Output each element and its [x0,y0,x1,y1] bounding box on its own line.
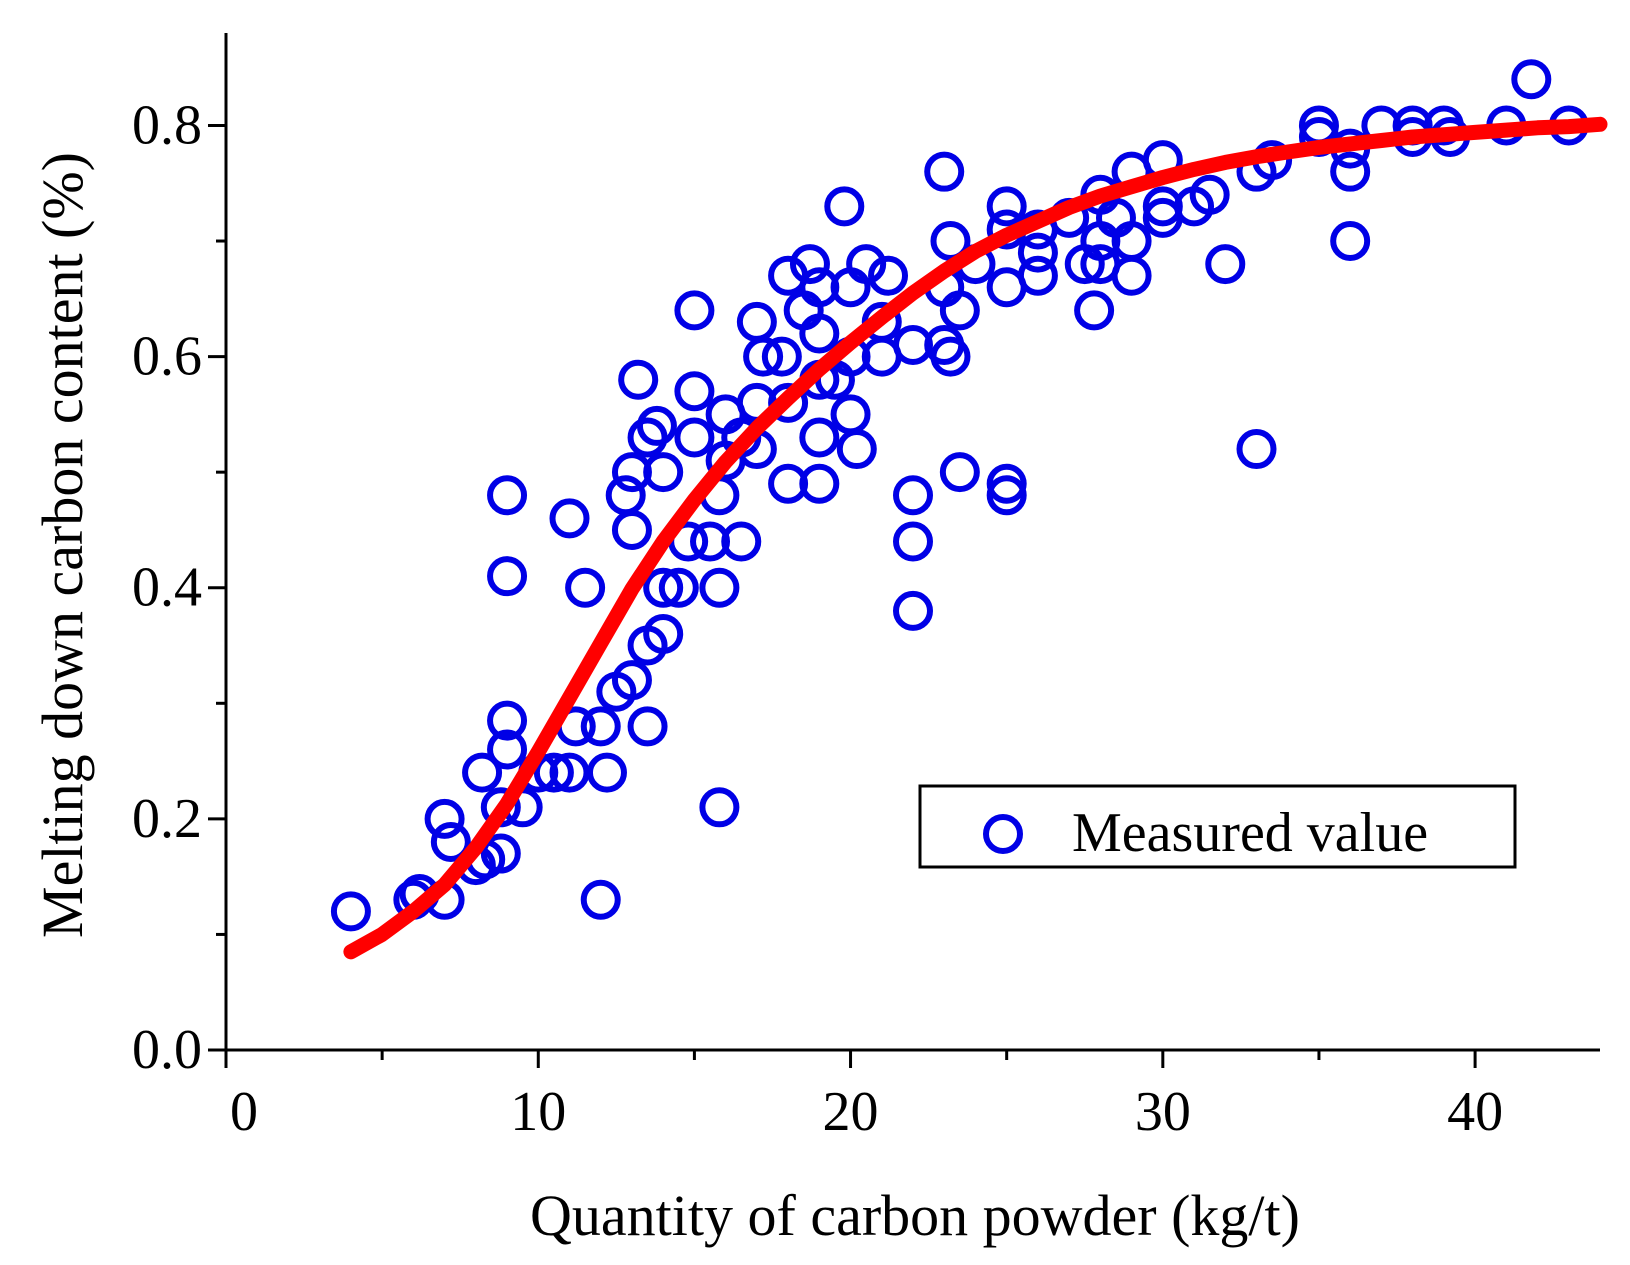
data-point [1111,255,1152,296]
x-tick-label: 0 [230,1081,258,1143]
data-point [643,567,684,608]
data-point [533,752,574,793]
data-point [893,521,933,562]
data-point [1017,232,1058,273]
data-point [430,821,471,862]
data-point [799,313,840,354]
data-point [658,567,699,608]
y-axis-ticks: 0.0 0.2 0.4 0.6 0.8 [132,94,226,1081]
data-point [549,498,590,539]
measured-points [330,59,1589,932]
data-point [643,452,684,493]
data-point [789,244,830,285]
data-point [565,567,606,608]
data-point [868,255,909,296]
data-point [1330,151,1371,192]
axes: 0 10 20 30 40 0.0 0.2 0.4 0.6 0.8 [132,33,1600,1143]
data-point [699,787,740,828]
y-tick-label: 0.0 [132,1019,202,1081]
data-point [799,463,840,504]
data-point [1017,255,1058,296]
data-point [480,833,521,874]
data-point [1205,244,1246,285]
x-tick-label: 10 [510,1081,566,1143]
data-point [487,475,528,516]
y-axis-title: Melting down carbon content (%) [30,152,95,938]
x-tick-label: 30 [1135,1081,1191,1143]
data-point [986,475,1027,516]
data-point [627,417,668,458]
data-point [580,706,621,747]
y-tick-label: 0.8 [132,94,202,156]
data-point [830,394,871,435]
data-point [986,186,1027,227]
data-point [930,221,971,262]
data-point [627,706,668,747]
data-point [1074,290,1115,331]
data-point [924,151,965,192]
x-axis-title: Quantity of carbon powder (kg/t) [530,1183,1300,1248]
data-point [768,382,809,423]
x-tick-label: 20 [823,1081,879,1143]
data-point [674,371,715,412]
data-point [330,891,371,932]
data-point [611,660,652,701]
circle-icon [983,814,1023,854]
data-point [939,452,980,493]
legend: Measured value [918,784,1517,869]
data-point [1511,59,1552,100]
data-point [636,405,677,446]
data-point [893,590,933,631]
data-point [487,700,528,741]
y-tick-label: 0.6 [132,326,202,388]
data-point [618,359,659,400]
x-axis-ticks: 0 10 20 30 40 [224,1050,1503,1143]
data-point [930,336,971,377]
data-point [699,567,740,608]
data-point [836,429,877,470]
data-point [487,729,528,770]
data-point [824,186,865,227]
y-tick-label: 0.4 [132,557,202,619]
data-point [605,475,646,516]
data-point [986,463,1027,504]
data-point [580,879,621,920]
data-point [1189,174,1230,215]
data-point [611,509,652,550]
fitted-curve-line [343,116,1608,960]
data-point [1236,429,1277,470]
data-point [721,521,762,562]
data-point [799,417,840,458]
data-point [846,244,887,285]
data-point [1330,221,1371,262]
data-point [743,336,784,377]
data-point [643,613,684,654]
data-point [893,475,933,516]
data-point [487,556,528,597]
data-point [674,417,715,458]
data-point [462,752,503,793]
x-tick-label: 40 [1447,1081,1503,1143]
data-point [761,336,802,377]
data-point [939,290,980,331]
data-point [736,301,777,342]
data-point [549,752,590,793]
y-tick-label: 0.2 [132,788,202,850]
legend-label: Measured value [1072,802,1428,864]
data-point [586,752,627,793]
data-point [674,290,715,331]
data-point [424,798,465,839]
